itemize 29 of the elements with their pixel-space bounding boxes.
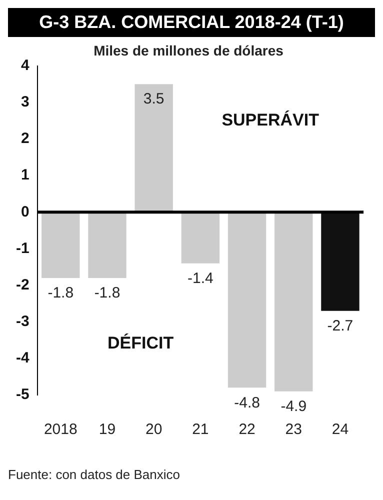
y-tick-label: -4 bbox=[16, 350, 30, 367]
y-tick-label: -3 bbox=[16, 312, 30, 330]
source-note: Fuente: con datos de Banxico bbox=[8, 467, 182, 482]
y-tick-label: 1 bbox=[20, 166, 30, 184]
data-label: -1.8 bbox=[48, 284, 74, 302]
y-tick-label: -5 bbox=[16, 386, 30, 404]
data-label: -4.9 bbox=[280, 398, 307, 415]
data-label: -1.8 bbox=[94, 284, 120, 302]
annotation: DÉFICIT bbox=[107, 332, 174, 352]
y-tick-label: 2 bbox=[20, 130, 30, 148]
y-tick-label: 4 bbox=[20, 56, 30, 74]
chart-subtitle: Miles de millones de dólares bbox=[94, 42, 284, 58]
data-label: -4.8 bbox=[234, 394, 260, 412]
data-label: -2.7 bbox=[327, 318, 354, 335]
y-tick-label: 0 bbox=[20, 203, 30, 220]
data-label: -1.4 bbox=[188, 270, 214, 287]
x-tick-label: 22 bbox=[238, 421, 256, 438]
x-tick-label: 19 bbox=[98, 421, 116, 438]
chart-title: G-3 BZA. COMERCIAL 2018-24 (T-1) bbox=[8, 8, 375, 37]
x-tick-label: 24 bbox=[332, 421, 349, 438]
annotation: SUPERÁVIT bbox=[222, 109, 320, 130]
x-tick-label: 23 bbox=[285, 421, 302, 438]
y-tick-label: -1 bbox=[16, 240, 30, 257]
x-tick-label: 2018 bbox=[44, 421, 78, 438]
data-label: 3.5 bbox=[143, 90, 164, 108]
y-tick-label: 3 bbox=[20, 94, 30, 111]
y-tick-label: -2 bbox=[16, 276, 30, 294]
x-tick-label: 21 bbox=[192, 421, 209, 438]
x-tick-label: 20 bbox=[145, 421, 162, 438]
